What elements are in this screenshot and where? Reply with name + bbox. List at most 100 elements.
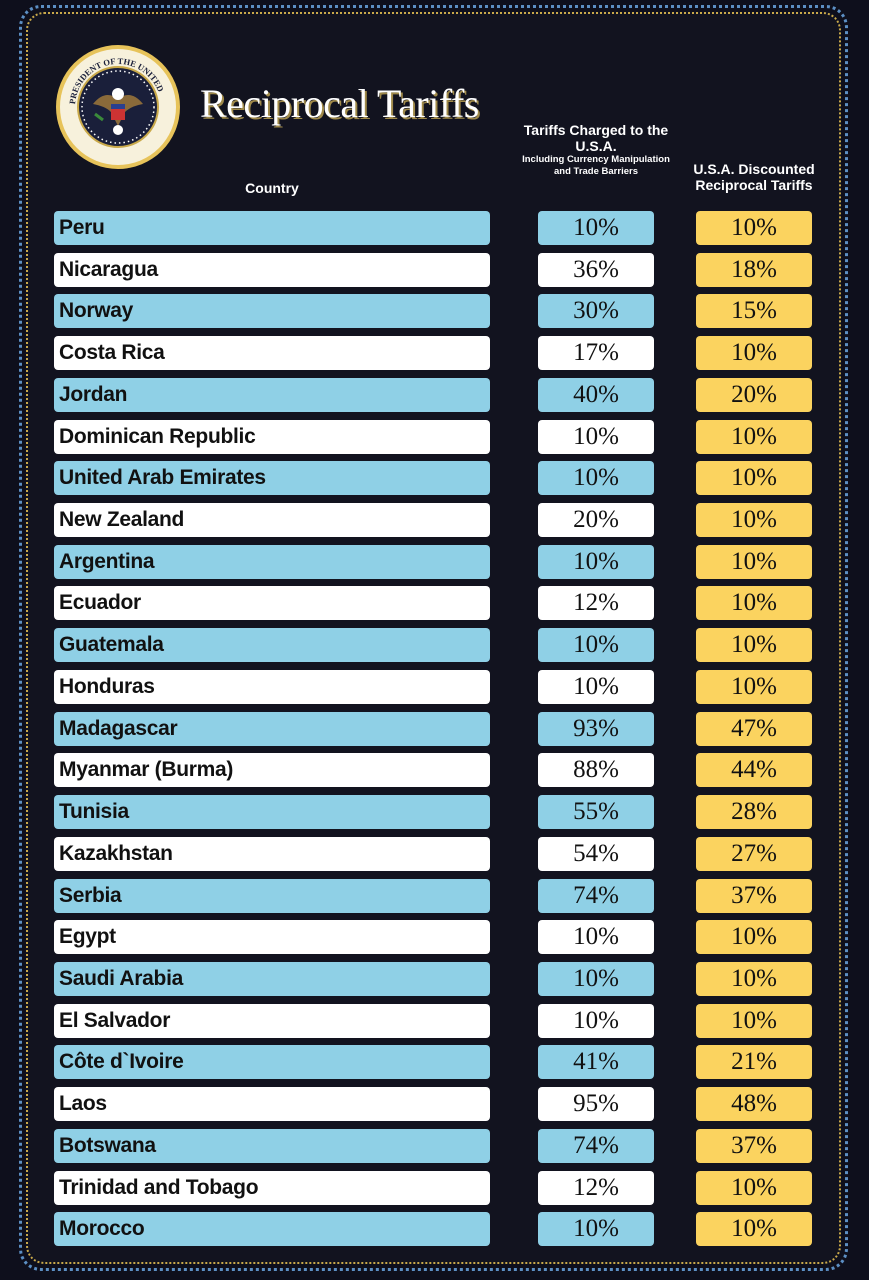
reciprocal-tariff-cell: 10% <box>696 503 812 538</box>
reciprocal-tariff-cell: 48% <box>696 1087 812 1122</box>
tariffs-charged-cell: 30% <box>538 294 654 329</box>
table-row: Madagascar 93% 47% <box>0 711 869 746</box>
reciprocal-tariff-cell: 27% <box>696 836 812 871</box>
tariffs-charged-cell: 17% <box>538 336 654 371</box>
reciprocal-tariff-cell: 10% <box>696 961 812 996</box>
tariffs-charged-cell: 10% <box>538 211 654 245</box>
tariffs-charged-cell: 95% <box>538 1087 654 1122</box>
tariffs-charged-cell: 10% <box>538 461 654 496</box>
reciprocal-tariff-cell: 10% <box>696 628 812 663</box>
header-tariffs-charged-title: Tariffs Charged to the U.S.A. <box>523 122 669 155</box>
header-tariffs-charged-subtitle: Including Currency Manipulation and Trad… <box>522 154 670 177</box>
tariffs-charged-cell: 12% <box>538 1170 654 1205</box>
table-row: Saudi Arabia 10% 10% <box>0 961 869 996</box>
country-cell: Egypt <box>54 920 490 955</box>
tariffs-charged-cell: 10% <box>538 1003 654 1038</box>
table-row: Guatemala 10% 10% <box>0 628 869 663</box>
table-row: Serbia 74% 37% <box>0 878 869 913</box>
tariffs-charged-cell: 10% <box>538 419 654 454</box>
table-row: Kazakhstan 54% 27% <box>0 836 869 871</box>
header-tariffs-charged: Tariffs Charged to the U.S.A. Including … <box>520 122 672 177</box>
reciprocal-tariff-cell: 10% <box>696 544 812 579</box>
reciprocal-tariff-cell: 20% <box>696 377 812 412</box>
tariffs-charged-cell: 10% <box>538 544 654 579</box>
reciprocal-tariff-cell: 10% <box>696 586 812 621</box>
table-row: Nicaragua 36% 18% <box>0 252 869 287</box>
reciprocal-tariff-cell: 18% <box>696 252 812 287</box>
tariffs-charged-cell: 55% <box>538 795 654 830</box>
table-row: Argentina 10% 10% <box>0 544 869 579</box>
country-cell: Norway <box>54 294 490 329</box>
table-row: Jordan 40% 20% <box>0 377 869 412</box>
reciprocal-tariff-cell: 15% <box>696 294 812 329</box>
tariffs-charged-cell: 10% <box>538 669 654 704</box>
country-cell: Jordan <box>54 377 490 412</box>
reciprocal-tariff-cell: 10% <box>696 1170 812 1205</box>
reciprocal-tariff-cell: 10% <box>696 336 812 371</box>
reciprocal-tariff-cell: 10% <box>696 1003 812 1038</box>
country-cell: Dominican Republic <box>54 419 490 454</box>
table-row: Laos 95% 48% <box>0 1087 869 1122</box>
reciprocal-tariff-cell: 10% <box>696 920 812 955</box>
country-cell: Kazakhstan <box>54 836 490 871</box>
header-country: Country <box>245 180 299 196</box>
presidential-seal-icon: PRESIDENT OF THE UNITED <box>56 45 180 169</box>
table-row: El Salvador 10% 10% <box>0 1003 869 1038</box>
page-title: Reciprocal Tariffs <box>200 81 479 126</box>
country-cell: Saudi Arabia <box>54 961 490 996</box>
table-row: Botswana 74% 37% <box>0 1128 869 1163</box>
country-cell: Guatemala <box>54 628 490 663</box>
tariffs-charged-cell: 88% <box>538 753 654 788</box>
tariffs-charged-cell: 40% <box>538 377 654 412</box>
country-cell: Honduras <box>54 669 490 704</box>
tariffs-charged-cell: 74% <box>538 1128 654 1163</box>
country-cell: Côte d`Ivoire <box>54 1045 490 1080</box>
tariffs-charged-cell: 10% <box>538 920 654 955</box>
table-row: Myanmar (Burma) 88% 44% <box>0 753 869 788</box>
table-row: United Arab Emirates 10% 10% <box>0 461 869 496</box>
table-row: Côte d`Ivoire 41% 21% <box>0 1045 869 1080</box>
country-cell: Serbia <box>54 878 490 913</box>
reciprocal-tariff-cell: 10% <box>696 461 812 496</box>
country-cell: El Salvador <box>54 1003 490 1038</box>
header-reciprocal-tariffs: U.S.A. Discounted Reciprocal Tariffs <box>693 161 815 194</box>
tariffs-charged-cell: 54% <box>538 836 654 871</box>
reciprocal-tariff-cell: 21% <box>696 1045 812 1080</box>
tariffs-charged-cell: 10% <box>538 628 654 663</box>
reciprocal-tariff-cell: 10% <box>696 669 812 704</box>
country-cell: Nicaragua <box>54 252 490 287</box>
reciprocal-tariff-cell: 28% <box>696 795 812 830</box>
country-cell: Costa Rica <box>54 336 490 371</box>
reciprocal-tariff-cell: 44% <box>696 753 812 788</box>
country-cell: Madagascar <box>54 711 490 746</box>
reciprocal-tariff-cell: 47% <box>696 711 812 746</box>
table-row: Egypt 10% 10% <box>0 920 869 955</box>
tariffs-charged-cell: 20% <box>538 503 654 538</box>
tariffs-charged-cell: 36% <box>538 252 654 287</box>
country-cell: Peru <box>54 211 490 245</box>
reciprocal-tariff-cell: 10% <box>696 211 812 245</box>
table-row: Peru 10% 10% <box>0 211 869 245</box>
table-row: Tunisia 55% 28% <box>0 795 869 830</box>
country-cell: Trinidad and Tobago <box>54 1170 490 1205</box>
table-row: New Zealand 20% 10% <box>0 503 869 538</box>
tariffs-charged-cell: 10% <box>538 1212 654 1247</box>
country-cell: Ecuador <box>54 586 490 621</box>
country-cell: Laos <box>54 1087 490 1122</box>
tariffs-charged-cell: 10% <box>538 961 654 996</box>
reciprocal-tariff-cell: 37% <box>696 1128 812 1163</box>
table-row: Costa Rica 17% 10% <box>0 336 869 371</box>
country-cell: Argentina <box>54 544 490 579</box>
country-cell: Myanmar (Burma) <box>54 753 490 788</box>
country-cell: Morocco <box>54 1212 490 1247</box>
table-row: Ecuador 12% 10% <box>0 586 869 621</box>
tariffs-charged-cell: 12% <box>538 586 654 621</box>
country-cell: Botswana <box>54 1128 490 1163</box>
reciprocal-tariff-cell: 10% <box>696 419 812 454</box>
table-row: Norway 30% 15% <box>0 294 869 329</box>
table-row: Morocco 10% 10% <box>0 1212 869 1247</box>
table-row: Honduras 10% 10% <box>0 669 869 704</box>
reciprocal-tariff-cell: 10% <box>696 1212 812 1247</box>
country-cell: Tunisia <box>54 795 490 830</box>
table-row: Trinidad and Tobago 12% 10% <box>0 1170 869 1205</box>
